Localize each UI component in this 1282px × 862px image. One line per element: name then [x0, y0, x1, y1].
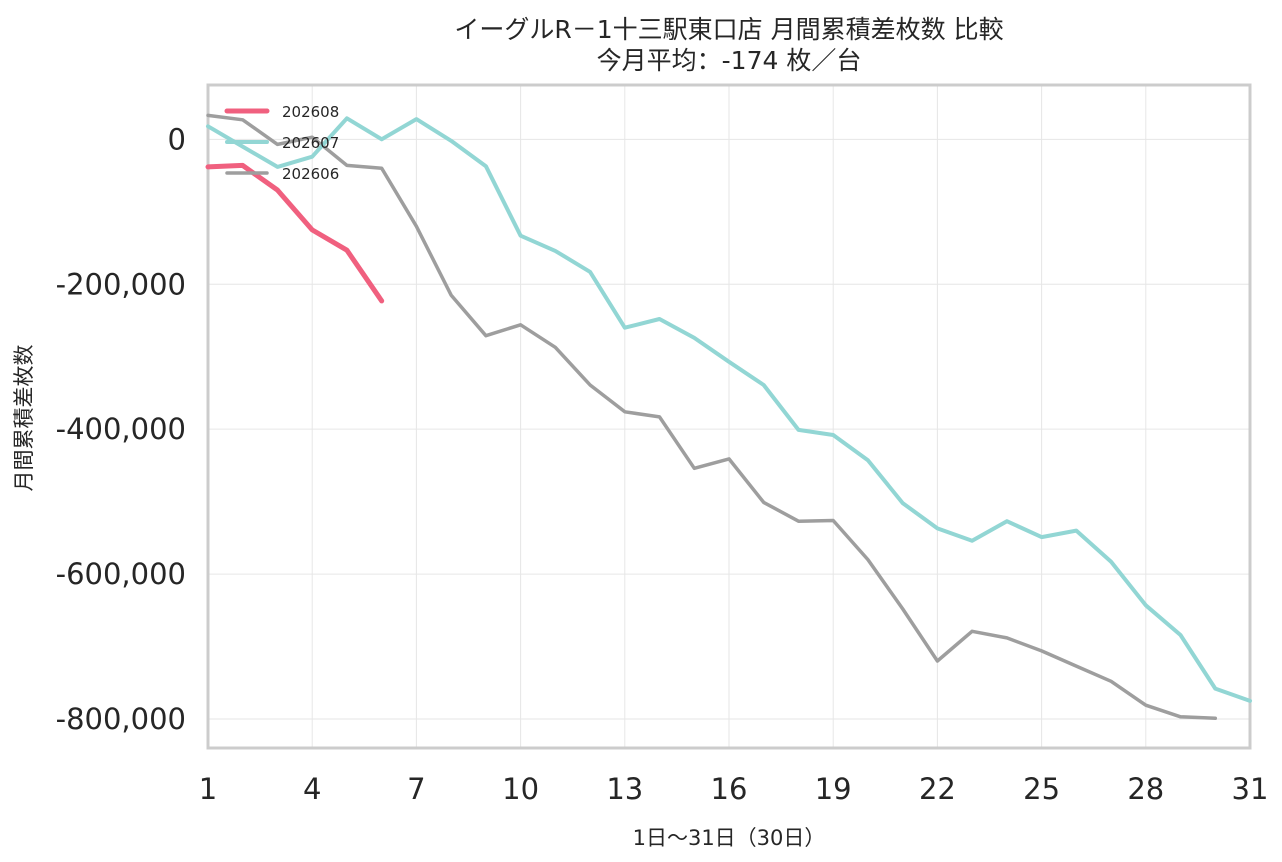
series-line-202607 — [206, 116, 1252, 703]
x-tick-label: 4 — [303, 772, 321, 806]
chart-title: イーグルR－1十三駅東口店 月間累積差枚数 比較 — [454, 15, 1004, 44]
y-tick-label: -400,000 — [56, 412, 186, 446]
y-tick-label: -800,000 — [56, 702, 186, 736]
y-tick-label: 0 — [168, 122, 186, 156]
x-tick-label: 7 — [407, 772, 425, 806]
x-tick-label: 25 — [1023, 772, 1060, 806]
x-axis-label: 1日～31日（30日） — [632, 826, 826, 850]
x-tick-label: 1 — [199, 772, 217, 806]
x-tick-label: 22 — [919, 772, 956, 806]
legend-label-202607: 202607 — [282, 134, 339, 152]
legend-label-202608: 202608 — [282, 103, 339, 121]
x-tick-label: 19 — [815, 772, 852, 806]
plot-frame — [206, 83, 1252, 750]
x-tick-label: 31 — [1232, 772, 1269, 806]
x-tick-label: 10 — [502, 772, 539, 806]
series-line-202606 — [206, 113, 1218, 721]
chart-subtitle: 今月平均：-174 枚／台 — [596, 46, 862, 75]
x-tick-label: 28 — [1127, 772, 1164, 806]
y-tick-label: -600,000 — [56, 557, 186, 591]
legend-label-202606: 202606 — [282, 165, 339, 183]
y-tick-label: -200,000 — [56, 267, 186, 301]
x-tick-label: 13 — [606, 772, 643, 806]
series-line-202608 — [205, 162, 385, 304]
x-tick-label: 16 — [711, 772, 748, 806]
